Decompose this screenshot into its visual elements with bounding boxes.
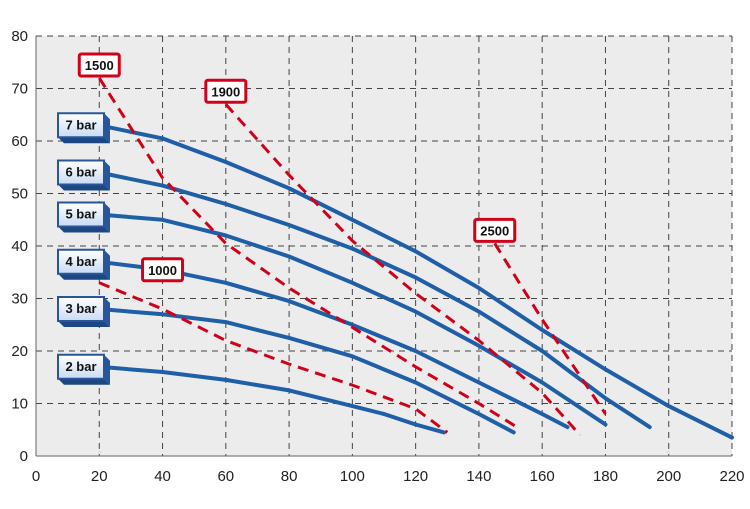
speed-box-2500: 2500 (473, 217, 517, 243)
box-face (57, 248, 105, 275)
box-side (104, 249, 110, 280)
box-bottom (58, 321, 110, 327)
box-face (57, 296, 105, 322)
y-tick-label: 0 (20, 448, 28, 465)
box-bottom (58, 273, 110, 280)
speed-box-label: 1000 (148, 263, 177, 278)
x-tick-label: 80 (281, 468, 298, 485)
pressure-box-4-bar: 4 bar (57, 248, 110, 280)
box-face (57, 353, 105, 380)
box-side (104, 160, 110, 191)
box-side (104, 297, 110, 327)
y-axis-ticks: 0 10 20 30 40 50 60 70 80 (11, 28, 28, 465)
x-tick-label: 40 (154, 468, 171, 485)
speed-curve-1900 (224, 103, 582, 437)
box-face (57, 201, 105, 228)
speed-box-label: 1500 (85, 58, 114, 73)
speed-curves (98, 77, 607, 437)
pressure-box-label: 6 bar (65, 165, 96, 180)
x-tick-label: 160 (530, 468, 555, 485)
box-side (104, 354, 110, 385)
x-tick-label: 140 (466, 468, 491, 485)
speed-box-1900: 1900 (204, 78, 248, 104)
speed-box-1000: 1000 (141, 257, 185, 283)
box-bottom (58, 378, 110, 385)
pressure-box-2-bar: 2 bar (57, 353, 110, 385)
y-tick-label: 10 (11, 396, 28, 413)
x-axis-ticks: 0 20 40 60 80 100 120 140 160 180 200 220 (32, 468, 745, 485)
pressure-box-3-bar: 3 bar (57, 296, 110, 327)
box-bottom (58, 184, 110, 191)
speed-curve-2500 (493, 242, 607, 415)
x-tick-label: 120 (403, 468, 428, 485)
pressure-box-5-bar: 5 bar (57, 201, 110, 233)
pressure-curve-5-bar (97, 212, 608, 427)
y-tick-label: 80 (11, 28, 28, 45)
y-tick-label: 40 (11, 238, 28, 255)
box-face (57, 159, 105, 186)
pressure-box-label: 2 bar (65, 359, 96, 374)
pressure-curve-2-bar (97, 364, 447, 435)
x-tick-label: 60 (217, 468, 234, 485)
pressure-box-label: 7 bar (65, 117, 96, 132)
x-tick-label: 220 (719, 468, 744, 485)
box-bottom (58, 137, 110, 144)
speed-box-face (77, 52, 121, 78)
speed-curve-1500 (98, 77, 518, 429)
pressure-box-label: 4 bar (65, 254, 96, 269)
box-face (57, 112, 105, 139)
y-tick-label: 50 (11, 186, 28, 203)
x-tick-label: 100 (340, 468, 365, 485)
pressure-box-7-bar: 7 bar (57, 112, 110, 144)
speed-curve-1000 (98, 281, 449, 434)
x-tick-label: 200 (656, 468, 681, 485)
pressure-box-label: 5 bar (65, 207, 96, 222)
y-tick-label: 30 (11, 291, 28, 308)
y-tick-label: 70 (11, 81, 28, 98)
speed-box-1500: 1500 (77, 52, 121, 78)
box-bottom (58, 226, 110, 233)
pressure-box-label: 3 bar (65, 301, 96, 316)
box-side (104, 113, 110, 144)
y-tick-label: 20 (11, 343, 28, 360)
speed-box-face (473, 217, 517, 243)
pressure-box-6-bar: 6 bar (57, 159, 110, 191)
y-tick-label: 60 (11, 133, 28, 150)
pressure-curve-7-bar (97, 123, 734, 440)
speed-box-label: 1900 (211, 84, 240, 99)
x-tick-label: 180 (593, 468, 618, 485)
pressure-label-boxes: 2 bar 3 bar 4 bar 5 bar 6 bar 7 bar (57, 112, 110, 385)
pressure-curve-6-bar (97, 170, 652, 430)
speed-box-label: 2500 (480, 223, 509, 238)
speed-box-face (141, 257, 185, 283)
speed-box-face (204, 78, 248, 104)
speed-label-boxes: 1000 1500 1900 2500 (77, 52, 517, 283)
x-tick-label: 0 (32, 468, 40, 485)
box-side (104, 202, 110, 233)
x-tick-label: 20 (91, 468, 108, 485)
